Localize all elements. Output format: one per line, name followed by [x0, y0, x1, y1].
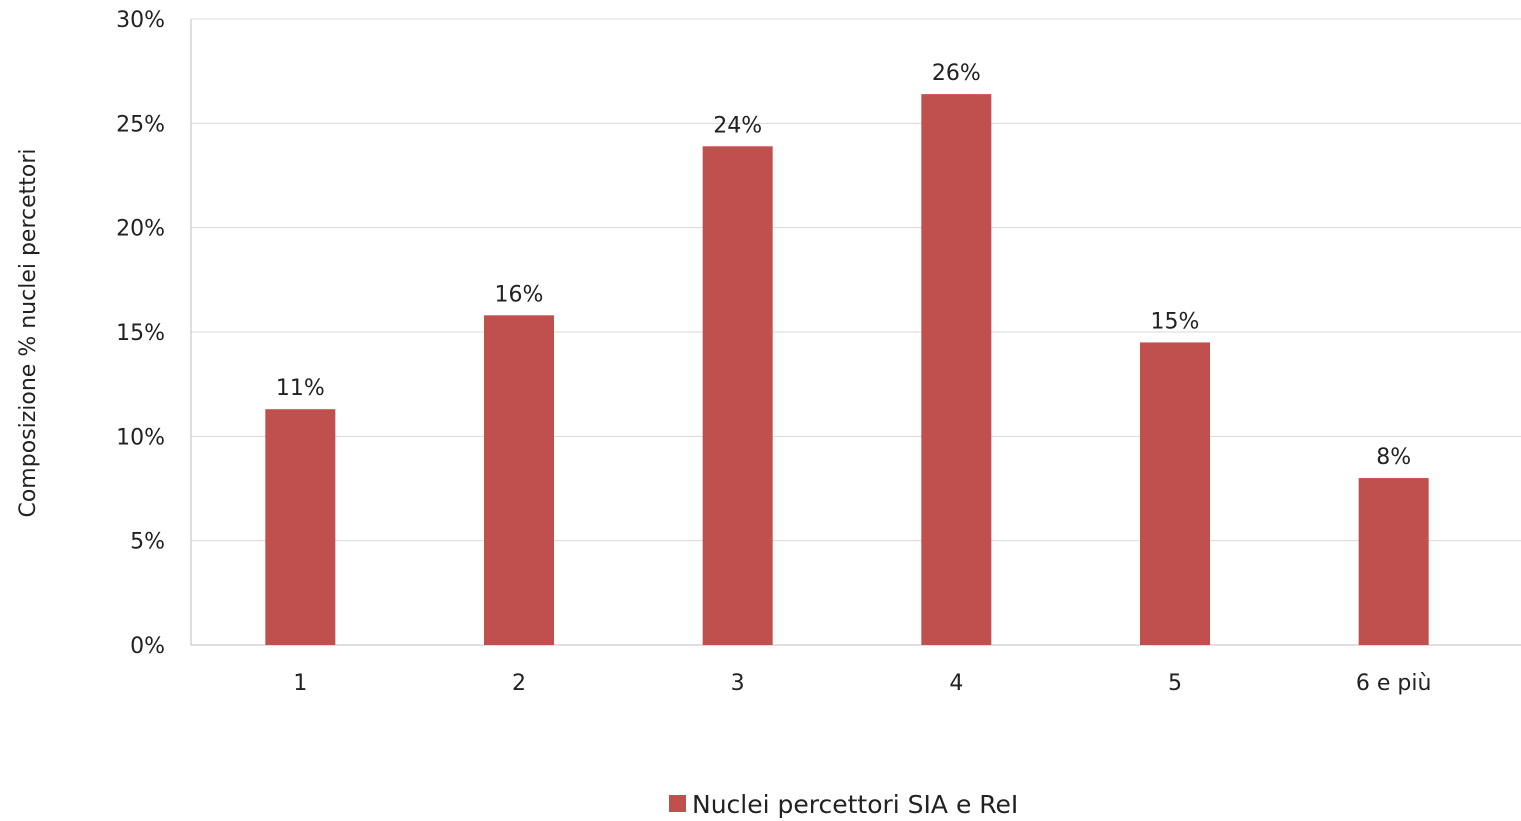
y-tick-label: 15% [116, 321, 165, 346]
y-tick-label: 5% [130, 530, 165, 555]
bar [702, 146, 773, 645]
x-axis-ticks: 1 2 3 4 5 6 e più [293, 671, 1431, 696]
y-tick-label: 20% [116, 217, 165, 242]
data-label: 8% [1376, 445, 1411, 470]
gridlines [191, 18, 1521, 542]
x-tick-label: 4 [949, 671, 963, 696]
legend-label: Nuclei percettori SIA e ReI [692, 790, 1018, 819]
y-axis-title: Composizione % nuclei percettori [16, 148, 41, 517]
y-tick-label: 0% [130, 634, 165, 659]
bar [265, 409, 336, 645]
axes [190, 19, 1521, 646]
x-tick-label: 3 [731, 671, 745, 696]
data-label: 15% [1151, 309, 1200, 334]
x-tick-label: 1 [293, 671, 307, 696]
legend-swatch [669, 795, 686, 812]
y-tick-label: 25% [116, 112, 165, 137]
data-label: 11% [276, 376, 325, 401]
x-tick-label: 2 [512, 671, 526, 696]
bar [1140, 342, 1210, 645]
bars [265, 94, 1429, 646]
data-label: 24% [713, 113, 762, 138]
legend: Nuclei percettori SIA e ReI [669, 790, 1018, 819]
y-tick-label: 10% [116, 425, 165, 450]
data-label: 26% [932, 61, 981, 86]
bar [1358, 478, 1429, 645]
data-label: 16% [495, 282, 544, 307]
bar [484, 315, 554, 645]
x-tick-label: 5 [1168, 671, 1182, 696]
y-axis-ticks: 0% 5% 10% 15% 20% 25% 30% [116, 8, 165, 659]
data-labels: 11% 16% 24% 26% 15% 8% [276, 61, 1411, 470]
x-tick-label: 6 e più [1356, 671, 1432, 696]
bar [921, 94, 992, 646]
y-tick-label: 30% [116, 8, 165, 33]
